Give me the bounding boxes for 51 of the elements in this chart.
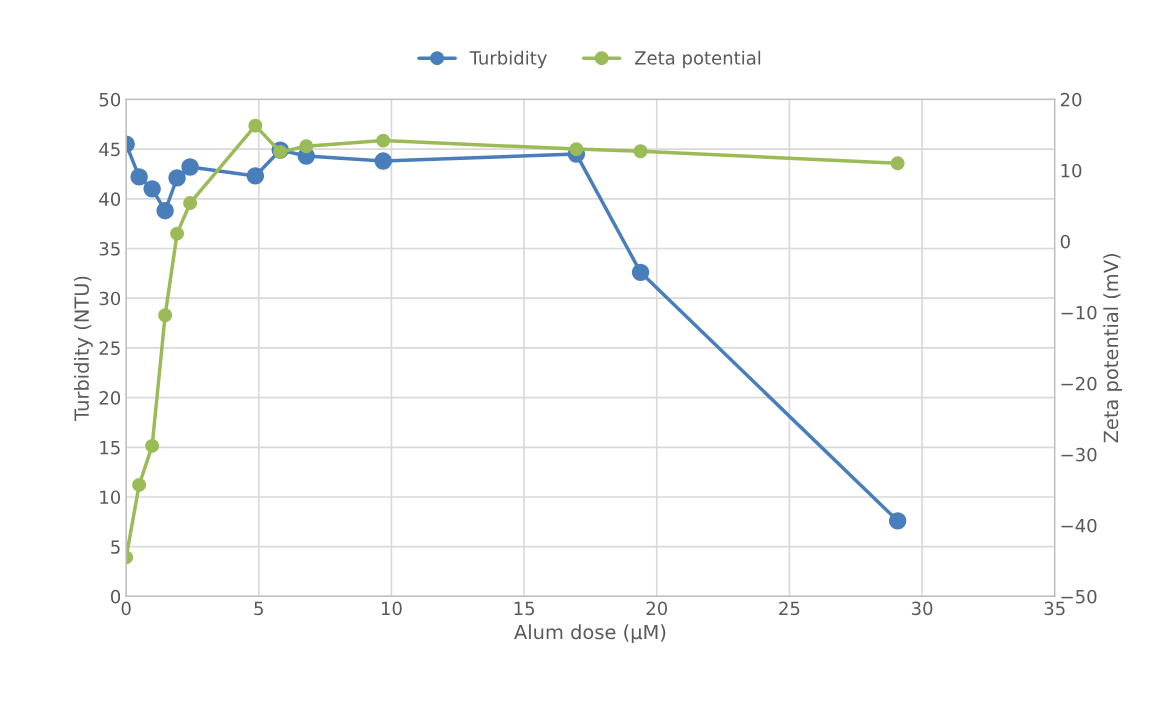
y2-tick-label: −20 bbox=[1061, 376, 1097, 391]
y-tick-label: 0 bbox=[110, 589, 121, 604]
point bbox=[158, 308, 173, 323]
point bbox=[168, 169, 186, 187]
y-tick-label: 50 bbox=[99, 92, 121, 107]
y2-tick-label: 10 bbox=[1061, 163, 1082, 178]
y2-tick-label: −30 bbox=[1061, 447, 1097, 462]
x-tick-label: 10 bbox=[381, 601, 402, 616]
point bbox=[374, 152, 392, 170]
y2-axis-title: Zeta potential (mV) bbox=[1103, 254, 1123, 443]
y-tick-label: 10 bbox=[100, 490, 121, 505]
point bbox=[156, 202, 174, 220]
point bbox=[890, 156, 905, 171]
point bbox=[181, 158, 199, 176]
x-tick-label: 5 bbox=[254, 601, 263, 616]
x-axis-title: Alum dose (µM) bbox=[514, 624, 666, 644]
x-tick-label: 25 bbox=[779, 601, 800, 616]
y2-tick-label: 0 bbox=[1060, 234, 1070, 249]
point bbox=[569, 142, 584, 157]
point bbox=[299, 139, 314, 154]
point bbox=[633, 144, 648, 159]
y-tick-label: 15 bbox=[100, 441, 120, 455]
y2-tick-label: 20 bbox=[1060, 92, 1082, 107]
point bbox=[183, 196, 198, 210]
y-axis-title: Turbidity (NTU) bbox=[73, 276, 93, 421]
point bbox=[248, 118, 263, 133]
point bbox=[273, 145, 288, 159]
y2-tick-label: −40 bbox=[1061, 518, 1097, 533]
y-tick-label: 25 bbox=[99, 341, 120, 356]
y-tick-label: 45 bbox=[99, 142, 120, 157]
point bbox=[631, 263, 650, 282]
point bbox=[170, 226, 185, 241]
y-tick-label: 5 bbox=[111, 540, 120, 554]
point bbox=[888, 512, 907, 530]
y2-tick-label: −10 bbox=[1061, 305, 1097, 320]
point bbox=[145, 438, 160, 453]
point bbox=[130, 168, 148, 186]
x-tick-label: 20 bbox=[646, 601, 668, 616]
y-tick-label: 40 bbox=[99, 192, 121, 206]
point bbox=[376, 133, 391, 148]
x-tick-label: 0 bbox=[121, 601, 131, 616]
x-tick-label: 15 bbox=[514, 601, 535, 616]
y-tick-label: 35 bbox=[99, 241, 120, 256]
y-tick-label: 30 bbox=[99, 291, 121, 306]
y-tick-label: 20 bbox=[99, 391, 121, 405]
point bbox=[132, 477, 147, 492]
legend-label: Zeta potential bbox=[634, 50, 761, 69]
x-tick-label: 30 bbox=[911, 601, 933, 616]
point bbox=[143, 180, 161, 198]
legend-label: Turbidity bbox=[469, 50, 547, 69]
point bbox=[246, 167, 265, 185]
